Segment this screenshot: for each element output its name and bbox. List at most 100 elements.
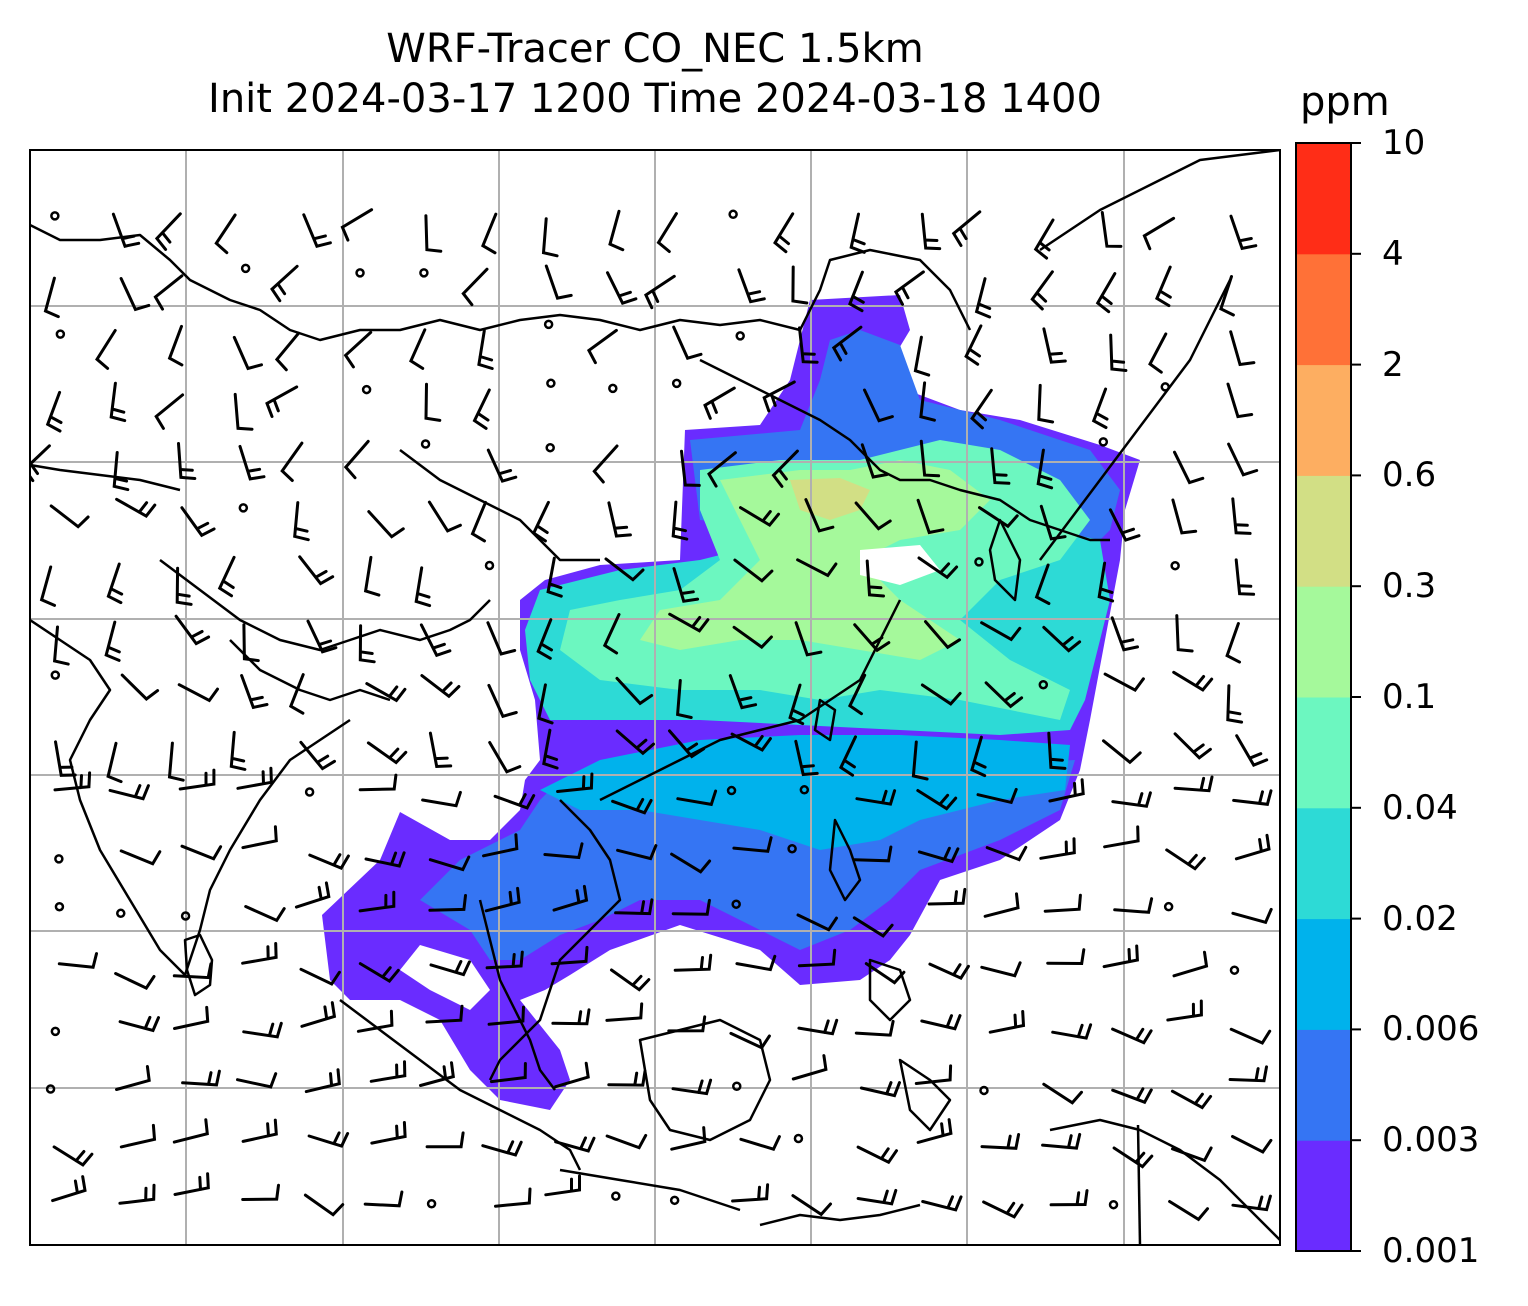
calm-wind-circle	[54, 901, 65, 912]
wind-barb	[493, 793, 536, 810]
wind-barb	[1039, 504, 1067, 541]
wind-barb	[703, 386, 736, 420]
wind-barb	[1030, 270, 1054, 311]
wind-barb	[53, 771, 92, 792]
wind-barb	[978, 506, 1019, 529]
wind-barb	[288, 673, 305, 715]
wind-barb	[1091, 387, 1109, 429]
wind-barb	[1172, 670, 1214, 692]
wind-barb	[172, 962, 213, 980]
wind-barb	[607, 1069, 647, 1087]
wind-barb	[118, 1183, 156, 1205]
wind-barb	[796, 913, 838, 932]
wind-barb	[1173, 732, 1212, 760]
wind-barb	[154, 212, 182, 251]
wind-barb	[1232, 789, 1273, 806]
wind-barb	[154, 393, 185, 430]
wind-barb	[1173, 775, 1214, 793]
philippines-luzon	[828, 818, 862, 902]
wind-barb	[1109, 333, 1128, 372]
wind-barb	[1097, 561, 1115, 603]
wind-barb	[424, 214, 443, 253]
tracer-gap-north	[860, 545, 940, 585]
wind-barb	[920, 1014, 962, 1031]
wind-barb	[1034, 563, 1051, 605]
wind-barb	[920, 683, 962, 706]
wind-barb	[472, 388, 491, 430]
wind-barb	[1037, 383, 1055, 424]
wind-barb	[304, 1068, 341, 1094]
wind-barb	[119, 849, 162, 866]
wind-barb	[1168, 1200, 1209, 1222]
wind-barb	[343, 330, 373, 369]
plot-title: WRF-Tracer CO_NEC 1.5km Init 2024-03-17 …	[30, 24, 1280, 124]
wind-barb	[419, 1061, 455, 1087]
wind-barb	[983, 892, 1020, 918]
wind-barb	[118, 1015, 160, 1033]
calm-wind-circle	[735, 331, 745, 341]
wind-barb	[586, 328, 618, 365]
wind-barb	[542, 728, 559, 770]
wind-barb	[106, 562, 124, 605]
wind-barb	[419, 623, 452, 658]
wind-barb	[739, 1135, 781, 1152]
indochina	[488, 799, 622, 1081]
colorbar-band	[1296, 475, 1351, 587]
wind-barb	[178, 768, 216, 791]
wind-barb	[791, 1194, 832, 1217]
colorbar-tick-label: 0.04	[1382, 787, 1458, 828]
wind-barb	[668, 729, 706, 759]
wind-barb	[730, 732, 772, 752]
wind-barb	[270, 264, 299, 303]
wind-barb	[1036, 448, 1054, 490]
wind-barb	[52, 1145, 94, 1167]
wind-barb	[1142, 216, 1176, 251]
colorbar-tick-label: 0.006	[1382, 1009, 1480, 1050]
wind-barb	[1234, 833, 1271, 861]
wind-barb	[1100, 211, 1123, 248]
colorbar-unit-label: ppm	[1300, 79, 1390, 125]
wind-barb	[771, 449, 799, 488]
wind-barb	[486, 448, 518, 483]
wind-barb	[762, 380, 796, 413]
wind-barb	[608, 209, 625, 252]
wind-barb	[860, 443, 889, 479]
wind-barb	[414, 566, 432, 608]
inner-border-1	[399, 449, 600, 562]
wind-barb	[543, 842, 584, 860]
wind-barb	[980, 961, 1022, 978]
inner-border-3	[229, 639, 391, 702]
wind-barb	[602, 613, 621, 655]
wind-barb	[854, 1019, 895, 1037]
wind-barb	[916, 1118, 953, 1144]
wind-barb	[964, 324, 983, 366]
wind-barb	[366, 741, 408, 765]
wind-barb	[773, 212, 795, 254]
wind-barb	[794, 739, 819, 777]
wind-barb	[242, 1021, 283, 1039]
colorbar-tick-label: 0.02	[1382, 898, 1458, 939]
wind-barb	[420, 674, 461, 699]
tracer-band-0.1	[640, 460, 990, 660]
wind-barb	[172, 1118, 209, 1144]
wind-barb	[95, 329, 117, 370]
calm-wind-circle	[974, 557, 984, 567]
calm-wind-circle	[240, 263, 251, 274]
wind-barbs	[30, 208, 1273, 1222]
wind-barb	[546, 556, 563, 598]
wind-barb	[671, 500, 689, 541]
calm-wind-circle	[238, 503, 249, 513]
wind-barb	[1231, 497, 1252, 535]
wind-barb	[1229, 1027, 1272, 1045]
korea	[988, 518, 1022, 602]
philippines-mindanao	[868, 958, 912, 1022]
wind-barb	[356, 1009, 394, 1033]
wind-barb	[951, 210, 982, 247]
wind-barb	[667, 1015, 707, 1033]
wind-barb	[970, 735, 987, 778]
wind-barb	[409, 328, 427, 370]
wind-barb	[180, 844, 223, 861]
coastlines	[30, 150, 1280, 1245]
wind-barb	[673, 953, 713, 972]
colorbar-band	[1296, 1029, 1351, 1141]
